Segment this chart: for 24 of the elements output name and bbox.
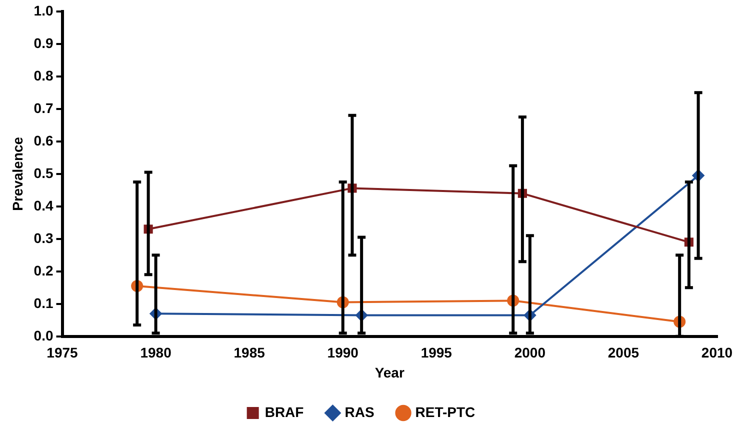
x-tick-label: 2000: [514, 344, 546, 361]
x-tick-label: 1985: [234, 344, 266, 361]
legend-label: RAS: [344, 404, 374, 420]
legend-label: RET-PTC: [415, 404, 476, 420]
y-tick-label: 0.1: [34, 294, 54, 311]
x-tick-label: 1990: [327, 344, 359, 361]
x-tick-label: 2010: [701, 344, 733, 361]
x-axis-title: Year: [374, 364, 405, 380]
y-tick-label: 0.2: [34, 262, 54, 278]
y-tick-label: 0.9: [34, 34, 54, 51]
y-tick-label: 1.0: [34, 2, 54, 18]
y-tick-label: 0.5: [34, 164, 54, 181]
y-tick-label: 0.0: [34, 327, 54, 344]
x-tick-label: 1980: [140, 344, 172, 361]
x-tick-label: 1995: [420, 344, 452, 361]
y-tick-label: 0.6: [34, 132, 54, 148]
x-tick-label: 1975: [46, 344, 78, 361]
legend-label: BRAF: [264, 404, 304, 420]
y-tick-label: 0.4: [34, 197, 54, 214]
x-tick-label: 2005: [608, 344, 640, 361]
y-axis-title: Prevalence: [9, 136, 26, 211]
y-tick-label: 0.7: [34, 100, 54, 116]
y-tick-label: 0.3: [34, 230, 54, 246]
y-tick-label: 0.8: [34, 67, 54, 84]
